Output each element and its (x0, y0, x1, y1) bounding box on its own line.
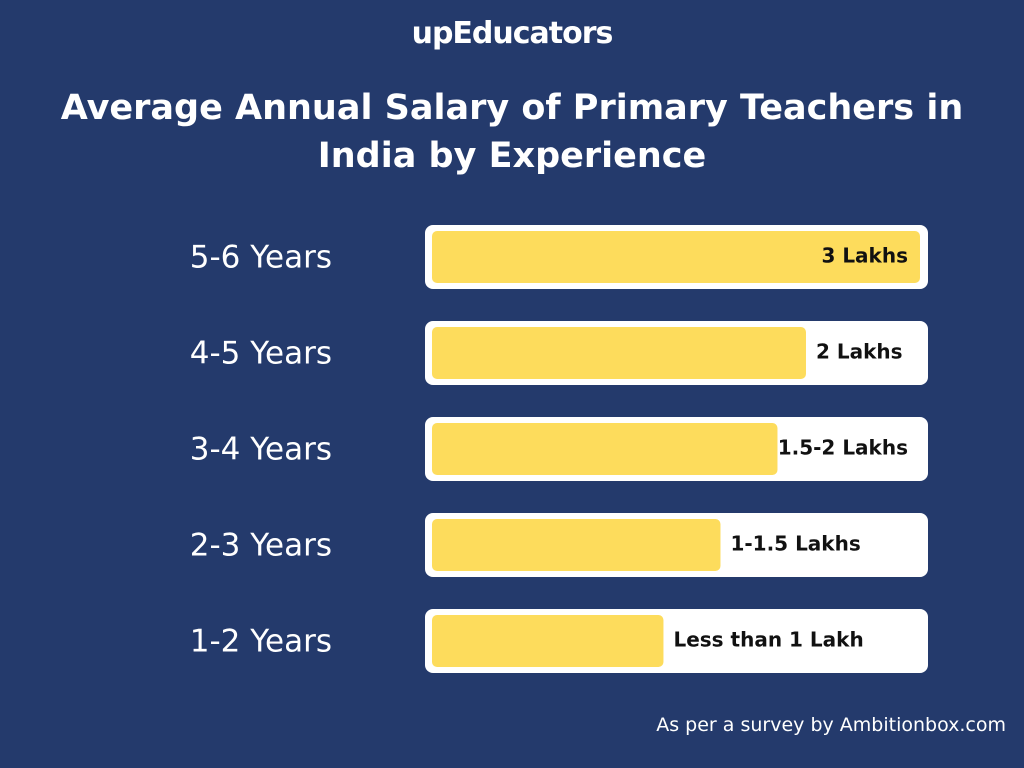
category-label: 4-5 Years (190, 336, 332, 372)
chart-title: Average Annual Salary of Primary Teacher… (60, 88, 964, 176)
value-label: 2 Lakhs (816, 340, 903, 364)
bar (432, 615, 664, 667)
category-label: 3-4 Years (190, 432, 332, 468)
category-label: 5-6 Years (190, 240, 332, 276)
bar (432, 423, 778, 475)
brand-logo: upEducators (411, 16, 614, 51)
footer-note: As per a survey by Ambitionbox.com (656, 714, 1006, 736)
value-label: Less than 1 Lakh (673, 628, 863, 652)
bar (432, 327, 806, 379)
bar (432, 231, 920, 283)
bar (432, 519, 721, 571)
value-label: 3 Lakhs (821, 244, 908, 268)
category-label: 2-3 Years (190, 528, 332, 564)
category-label: 1-2 Years (190, 624, 332, 660)
value-label: 1-1.5 Lakhs (730, 532, 860, 556)
value-label: 1.5-2 Lakhs (778, 436, 908, 460)
